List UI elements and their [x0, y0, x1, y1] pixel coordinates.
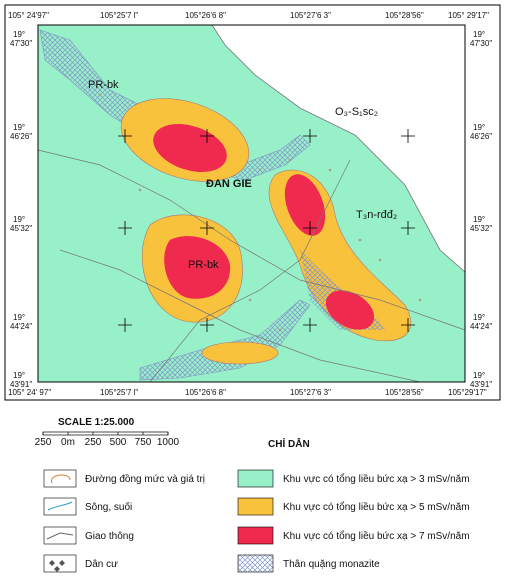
- scale-bar: SCALE 1:25.000 250 0m 250 500 750 1000: [35, 417, 180, 448]
- top-coord: 105°28'56": [385, 11, 424, 20]
- lat-min: 45'32": [10, 224, 32, 233]
- dot: [138, 188, 142, 192]
- scale-label: 0m: [61, 437, 75, 448]
- bottom-coord: 105°26'6 8": [185, 388, 226, 397]
- top-coord: 105°26'6 8": [185, 11, 226, 20]
- lat-min: 45'32": [470, 224, 492, 233]
- zone-5msv: [201, 341, 279, 365]
- legend-label: Đường đồng mức và giá trị: [85, 473, 205, 485]
- bottom-coord: 105°29'17": [448, 388, 487, 397]
- road: [59, 249, 421, 383]
- scale-title: SCALE 1:25.000: [58, 417, 135, 428]
- dot: [278, 328, 282, 332]
- coordinate-labels: 105° 24'97" 105°25'7 l" 105°26'6 8" 105°27'…: [8, 11, 492, 397]
- dot: [358, 238, 362, 242]
- legend-icon: [46, 532, 74, 540]
- map: PR-bk O₃-S₁sc₂ ĐAN GIE T₃n-rđđ₂ PR-bk 10…: [4, 4, 501, 401]
- lat-min: 44'24": [10, 322, 32, 331]
- lat-deg: 19°: [13, 215, 25, 224]
- place-label: PR-bk: [188, 259, 219, 271]
- zone-7msv: [164, 236, 231, 299]
- scale-label: 1000: [157, 437, 180, 448]
- legend-title: CHỈ DẪN: [268, 437, 310, 450]
- lat-min: 44'24": [470, 322, 492, 331]
- map-frame: [37, 24, 466, 383]
- legend-swatch: [237, 497, 274, 516]
- top-coord: 105° 24'97": [8, 11, 49, 20]
- legend-icon: [47, 501, 73, 511]
- lat-deg: 19°: [473, 123, 485, 132]
- cross: [118, 221, 415, 235]
- lat-deg: 19°: [473, 371, 485, 380]
- scale-label: 250: [35, 437, 52, 448]
- legend-label: Khu vực có tổng liều bức xạ > 3 mSv/năm: [283, 473, 470, 485]
- lat-deg: 19°: [473, 30, 485, 39]
- place-label: O₃-S₁sc₂: [335, 106, 378, 118]
- cross: [118, 318, 415, 332]
- zone-7msv: [284, 174, 326, 236]
- legend-icon: [51, 474, 71, 484]
- legend-label: Khu vực có tổng liều bức xạ > 5 mSv/năm: [283, 501, 470, 513]
- dot: [378, 258, 382, 262]
- cross: [118, 129, 415, 143]
- legend-label: Giao thông: [85, 531, 134, 542]
- place-label: T₃n-rđđ₂: [356, 209, 397, 221]
- bottom-coord: 105°27'6 3": [290, 388, 331, 397]
- lat-min: 46'26": [10, 132, 32, 141]
- scale-rule: [42, 431, 169, 436]
- legend: CHỈ DẪN Đường đồng mức và giá trị Sông, …: [43, 437, 470, 573]
- scale-label: 500: [110, 437, 127, 448]
- dot: [248, 298, 252, 302]
- settlements: [98, 93, 422, 332]
- dot: [288, 158, 292, 162]
- lat-min: 46'26": [470, 132, 492, 141]
- legend-icon: [43, 469, 77, 488]
- top-coord: 105°25'7 l": [100, 11, 138, 20]
- legend-swatch: [237, 469, 274, 488]
- scale-label: 250: [85, 437, 102, 448]
- place-label: ĐAN GIE: [206, 178, 252, 190]
- lat-deg: 19°: [13, 313, 25, 322]
- scale-label: 750: [135, 437, 152, 448]
- scale-ticks: 250 0m 250 500 750 1000: [35, 432, 180, 448]
- legend-label: Dân cư: [85, 559, 118, 570]
- lat-min: 47'30": [10, 39, 32, 48]
- legend-icon: [43, 497, 77, 516]
- legend-icon: [49, 560, 65, 572]
- top-coord: 105°27'6 3": [290, 11, 331, 20]
- legend-label: Thân quặng monazite: [283, 559, 380, 570]
- legend-label: Khu vực có tổng liều bức xạ > 7 mSv/năm: [283, 530, 470, 542]
- bottom-coord: 105°25'7 l": [100, 388, 138, 397]
- bottom-coord: 105° 24' 97": [8, 388, 51, 397]
- bottom-coord: 105°28'56": [385, 388, 424, 397]
- legend-label: Sông, suối: [85, 501, 132, 513]
- top-coord: 105° 29'17": [448, 11, 489, 20]
- lat-deg: 19°: [13, 30, 25, 39]
- legend-icon: [43, 526, 77, 545]
- lat-min: 47'30": [470, 39, 492, 48]
- lat-deg: 19°: [13, 371, 25, 380]
- grid-crosses: [118, 129, 415, 332]
- lat-deg: 19°: [13, 123, 25, 132]
- lat-deg: 19°: [473, 313, 485, 322]
- lat-min: 43'91": [470, 380, 492, 389]
- road: [37, 149, 466, 331]
- roads: [37, 149, 466, 383]
- legend-swatch: [237, 526, 274, 545]
- place-label: PR-bk: [88, 79, 119, 91]
- zone-7msv: [325, 290, 375, 330]
- dot: [328, 168, 332, 172]
- lat-deg: 19°: [473, 215, 485, 224]
- legend-swatch: [237, 554, 274, 573]
- road: [149, 159, 351, 383]
- dot: [98, 93, 102, 97]
- dot: [258, 168, 262, 172]
- lat-min: 43'91": [10, 380, 32, 389]
- dot: [418, 298, 422, 302]
